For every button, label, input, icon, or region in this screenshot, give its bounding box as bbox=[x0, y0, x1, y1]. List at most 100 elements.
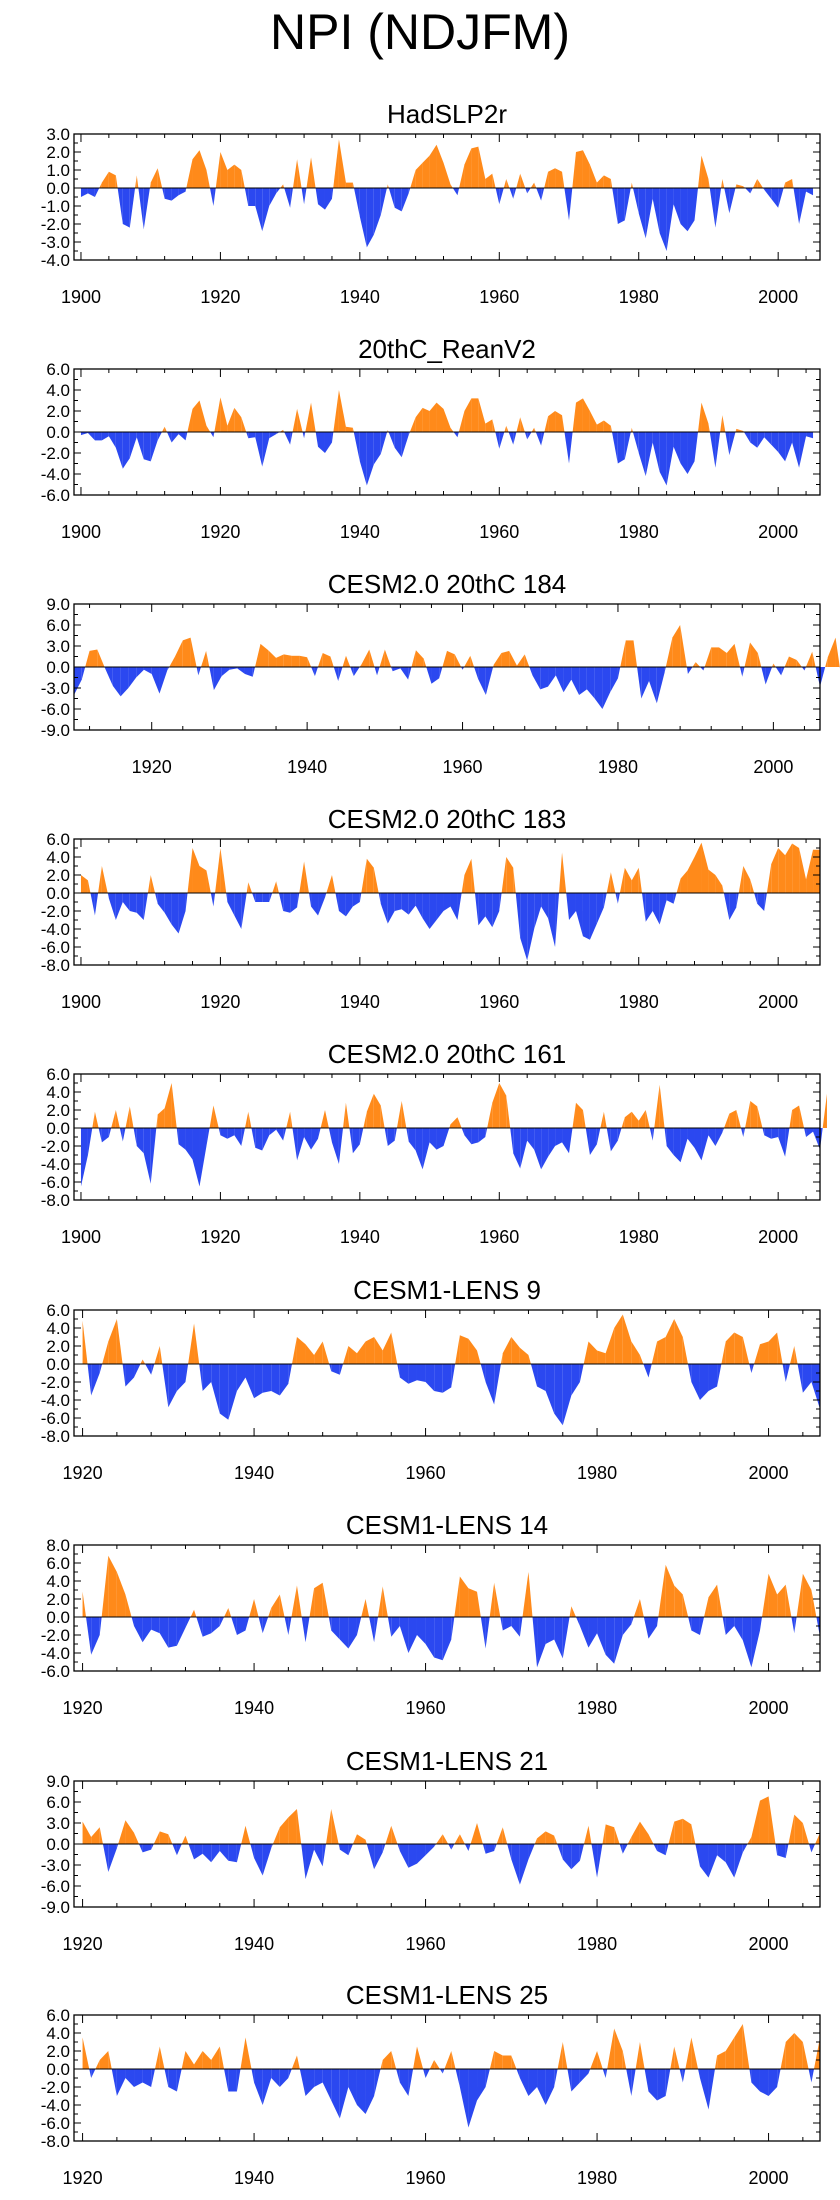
area-segment bbox=[555, 1128, 563, 1146]
area-segment bbox=[442, 1834, 449, 1844]
area-segment bbox=[596, 893, 604, 924]
x-tick-label: 1980 bbox=[619, 287, 659, 307]
area-segment bbox=[764, 432, 772, 445]
area-segment bbox=[387, 429, 389, 432]
area-segment bbox=[271, 1844, 273, 1849]
area-segment bbox=[631, 182, 633, 188]
area-segment bbox=[572, 1102, 576, 1128]
area-segment bbox=[805, 651, 813, 667]
area-segment bbox=[181, 2051, 186, 2069]
area-segment bbox=[639, 1821, 649, 1844]
area-segment bbox=[338, 139, 346, 188]
area-segment bbox=[726, 643, 735, 667]
area-segment bbox=[474, 667, 479, 679]
area-segment bbox=[537, 1364, 546, 1391]
area-segment bbox=[153, 1831, 160, 1844]
area-segment bbox=[478, 667, 486, 695]
area-segment bbox=[638, 432, 646, 477]
area-segment bbox=[95, 2060, 100, 2069]
area-segment bbox=[279, 1817, 289, 1844]
area-segment bbox=[394, 1128, 397, 1141]
area-segment bbox=[159, 1617, 169, 1648]
area-segment bbox=[459, 1335, 469, 1364]
area-segment bbox=[234, 893, 242, 929]
area-segment bbox=[246, 432, 249, 439]
area-segment bbox=[680, 870, 688, 893]
area-segment bbox=[624, 188, 631, 221]
area-segment bbox=[778, 432, 786, 462]
area-segment bbox=[356, 1341, 366, 1364]
area-segment bbox=[461, 1128, 465, 1136]
chart-panel: CESM1-LENS 25 6.04.02.00.0-2.0-4.0-6.0-8.… bbox=[41, 1980, 821, 2188]
area-segment bbox=[269, 432, 277, 439]
area-segment bbox=[506, 425, 509, 432]
area-segment bbox=[143, 1128, 151, 1184]
area-segment bbox=[185, 188, 187, 192]
area-segment bbox=[172, 1844, 177, 1856]
area-segment bbox=[196, 1617, 203, 1637]
area-segment bbox=[619, 1844, 623, 1854]
area-segment bbox=[541, 893, 549, 919]
y-tick-label: 6.0 bbox=[46, 1554, 70, 1573]
area-segment bbox=[429, 893, 437, 929]
area-segment bbox=[125, 1820, 135, 1844]
area-segment bbox=[262, 1364, 272, 1393]
area-segment bbox=[468, 1588, 478, 1617]
area-segment bbox=[739, 667, 743, 677]
area-segment bbox=[804, 1128, 807, 1137]
area-segment bbox=[672, 625, 681, 667]
area-segment bbox=[224, 1608, 229, 1617]
area-segment bbox=[703, 667, 705, 671]
area-segment bbox=[659, 893, 667, 925]
area-segment bbox=[436, 1128, 444, 1150]
area-segment bbox=[764, 1128, 772, 1139]
area-segment bbox=[813, 849, 820, 893]
area-segment bbox=[401, 188, 409, 212]
area-segment bbox=[455, 1335, 460, 1364]
area-segment bbox=[782, 1364, 786, 1382]
area-segment bbox=[199, 866, 207, 893]
area-segment bbox=[262, 2069, 272, 2105]
area-segment bbox=[331, 188, 334, 199]
area-segment bbox=[499, 1083, 507, 1128]
area-segment bbox=[331, 2069, 340, 2119]
area-segment bbox=[745, 1101, 751, 1128]
area-segment bbox=[314, 2069, 323, 2087]
area-segment bbox=[115, 893, 123, 920]
area-segment bbox=[806, 849, 814, 893]
area-segment bbox=[724, 188, 730, 214]
x-tick-label: 1980 bbox=[577, 2168, 617, 2188]
area-segment bbox=[408, 667, 412, 680]
area-segment bbox=[631, 867, 639, 893]
area-segment bbox=[338, 893, 346, 917]
y-tick-label: 4.0 bbox=[46, 1319, 70, 1338]
area-segment bbox=[648, 2069, 658, 2101]
panel-title: 20thC_ReanV2 bbox=[358, 334, 536, 364]
area-segment bbox=[278, 893, 284, 911]
area-segment bbox=[588, 1617, 598, 1648]
area-segment bbox=[792, 843, 800, 893]
area-segment bbox=[244, 188, 249, 206]
area-segment bbox=[792, 432, 800, 468]
area-segment bbox=[279, 1594, 285, 1617]
area-segment bbox=[645, 893, 653, 922]
area-segment bbox=[471, 398, 479, 432]
area-segment bbox=[255, 893, 263, 902]
area-segment bbox=[791, 1617, 795, 1634]
area-segment bbox=[262, 432, 270, 467]
area-segment bbox=[236, 1617, 246, 1635]
area-segment bbox=[315, 432, 319, 447]
area-segment bbox=[317, 653, 323, 667]
area-segment bbox=[559, 852, 563, 893]
x-tick-label: 1920 bbox=[63, 1463, 103, 1483]
area-segment bbox=[338, 1844, 340, 1850]
area-segment bbox=[322, 2069, 332, 2101]
area-segment bbox=[762, 1573, 769, 1617]
area-segment bbox=[614, 1827, 620, 1844]
area-segment bbox=[176, 2069, 182, 2092]
area-segment bbox=[617, 188, 625, 224]
area-segment bbox=[771, 848, 779, 893]
area-segment bbox=[80, 188, 88, 197]
y-tick-label: -2.0 bbox=[41, 1373, 70, 1392]
area-segment bbox=[562, 1617, 570, 1659]
